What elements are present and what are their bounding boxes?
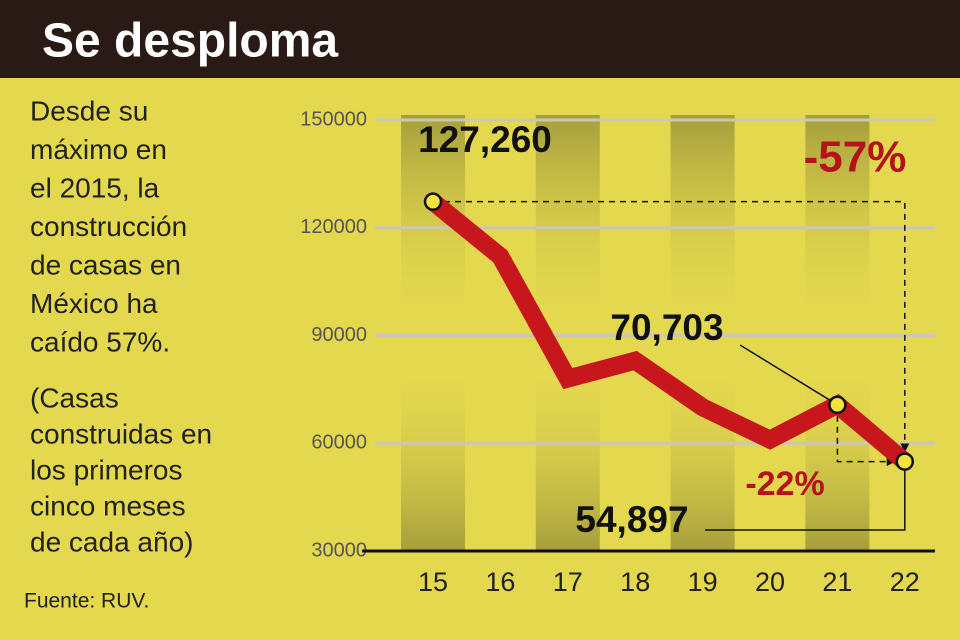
point-marker [828, 395, 847, 415]
x-tick-label: 16 [485, 567, 515, 597]
value-label: 127,260 [418, 119, 552, 160]
y-tick-label: 90000 [311, 324, 367, 346]
x-tick-label: 22 [890, 567, 920, 597]
description-line: de casas en [30, 249, 181, 280]
guide-line [433, 200, 910, 453]
x-tick-label: 20 [755, 567, 785, 597]
x-tick-label: 19 [688, 567, 718, 597]
description-line: México ha [30, 288, 158, 319]
description-line: de cada año) [30, 526, 193, 557]
column-band [805, 115, 870, 551]
data-line [427, 194, 911, 469]
chart-title: Se desploma [42, 15, 338, 68]
value-label: 54,897 [575, 499, 688, 540]
column-band [401, 115, 465, 551]
guide-line [836, 404, 896, 467]
leader-line [739, 344, 838, 406]
y-tick-label: 120000 [300, 216, 367, 238]
description-line: construcción [30, 211, 187, 242]
description-line: Desde su [30, 95, 148, 126]
y-tick-label: 30000 [311, 539, 367, 561]
point-marker [423, 192, 443, 211]
x-tick-label: 18 [620, 567, 650, 597]
source: Fuente: RUV. [24, 590, 149, 613]
description-line: máximo en [30, 134, 167, 165]
y-tick-label: 60000 [311, 432, 367, 454]
description-line: el 2015, la [30, 172, 160, 203]
description-line: construidas en [30, 418, 212, 449]
description-line: (Casas [30, 382, 119, 413]
leader-line [705, 461, 906, 531]
point-marker [895, 452, 915, 471]
annotation: -22% [745, 465, 824, 503]
y-tick-label: 150000 [300, 108, 367, 130]
description-line: los primeros [30, 454, 182, 485]
header [0, 0, 960, 78]
value-label: 70,703 [610, 307, 723, 348]
annotation: -57% [804, 133, 907, 182]
description-line: caído 57%. [30, 326, 170, 357]
description-line: cinco meses [30, 490, 186, 521]
x-tick-label: 21 [822, 567, 852, 597]
column-band [670, 115, 735, 551]
x-tick-label: 17 [553, 567, 583, 597]
x-tick-label: 15 [418, 567, 448, 597]
